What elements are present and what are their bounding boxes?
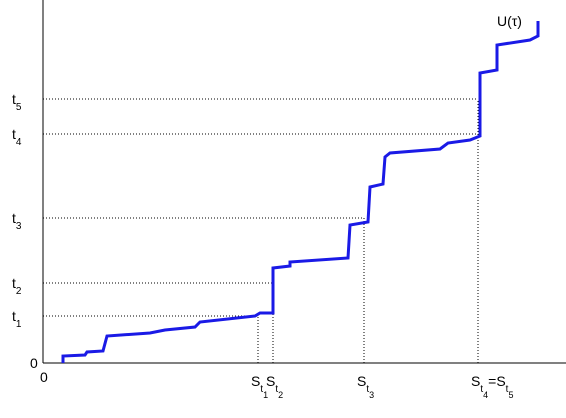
label-part: 2 [16, 286, 22, 297]
label-part: t [12, 91, 16, 107]
label-part: =S [488, 373, 506, 389]
label-part: t [12, 126, 16, 142]
label-part: 1 [16, 319, 22, 330]
curve-label: U(τ) [497, 13, 522, 29]
y-tick-label: t5 [12, 91, 22, 113]
label-part: 5 [16, 102, 22, 113]
y-tick-label: t1 [12, 308, 22, 330]
label-part: S [471, 373, 480, 389]
label-part: t [506, 384, 509, 395]
curve [61, 21, 540, 363]
x-tick-label: St2 [266, 373, 283, 400]
label-part: t [366, 384, 369, 395]
x-tick-label: St4=St5 [471, 373, 513, 400]
label-part: 3 [16, 221, 22, 232]
label-part: S [266, 373, 275, 389]
x-tick-label: 0 [40, 369, 48, 385]
label-part: 5 [508, 390, 513, 400]
label-part: t [12, 210, 16, 226]
label-part: t [12, 308, 16, 324]
label-part: S [357, 373, 366, 389]
label-part: t [480, 384, 483, 395]
label-part: S [251, 373, 260, 389]
label-part: t [275, 384, 278, 395]
label-part: 4 [483, 390, 488, 400]
y-tick-label: 0 [30, 355, 38, 371]
label-part: t [12, 275, 16, 291]
y-tick-label: t2 [12, 275, 22, 297]
label-part: 3 [369, 390, 374, 400]
label-part: 4 [16, 137, 22, 148]
label-part: 1 [263, 390, 268, 400]
y-tick-label: t3 [12, 210, 22, 232]
y-tick-label: t4 [12, 126, 22, 148]
x-tick-label: St3 [357, 373, 374, 400]
x-tick-label: St1 [251, 373, 268, 400]
label-part: t [260, 384, 263, 395]
label-part: 2 [278, 390, 283, 400]
